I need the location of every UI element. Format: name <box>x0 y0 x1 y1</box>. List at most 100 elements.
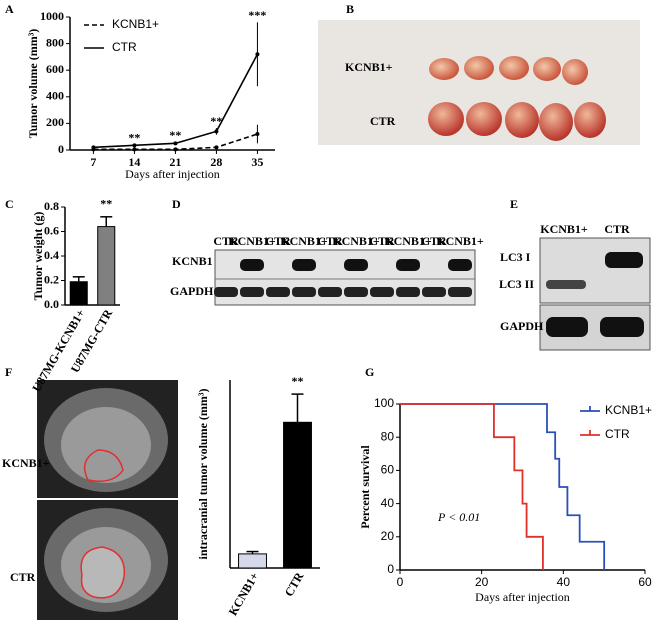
band <box>396 287 420 297</box>
significance: ** <box>128 130 140 144</box>
survival-curve <box>400 403 544 570</box>
band <box>292 259 316 271</box>
band <box>292 287 316 297</box>
x-tick-label: 60 <box>638 575 652 589</box>
significance: ** <box>100 197 112 211</box>
marker <box>132 143 137 148</box>
x-tick-label: KCNB1+ <box>226 570 262 618</box>
y-tick-label: 0 <box>387 562 394 576</box>
y-tick-label: 100 <box>374 396 394 410</box>
marker <box>214 145 219 150</box>
x-tick-label: 35 <box>251 155 263 169</box>
x-tick-label: 28 <box>210 155 222 169</box>
y-axis-label: Percent survival <box>358 445 372 529</box>
lane-label: KCNB1+ <box>280 234 328 248</box>
y-tick-label: 1000 <box>40 9 64 23</box>
survival-curve <box>400 403 606 570</box>
blot-e-top <box>539 237 651 304</box>
marker <box>173 141 178 146</box>
x-tick-label: CTR <box>282 570 307 599</box>
tumors <box>428 56 606 141</box>
y-tick-label: 80 <box>381 429 395 443</box>
panel-letter: G <box>365 365 374 379</box>
marker <box>255 52 260 57</box>
significance: *** <box>248 8 266 22</box>
panel-letter: B <box>346 2 354 16</box>
bar <box>238 553 267 569</box>
lane-label: CTR <box>265 234 291 248</box>
lane-label: KCNB1+ <box>332 234 380 248</box>
y-tick-label: 400 <box>46 89 64 103</box>
y-tick-label: 600 <box>46 62 64 76</box>
legend-label: CTR <box>112 40 137 54</box>
x-tick-label: 0 <box>397 575 404 589</box>
band <box>214 287 238 297</box>
marker <box>91 145 96 150</box>
y-axis-label: Tumor volume (mm³) <box>26 29 40 139</box>
lane-label: CTR <box>604 222 630 236</box>
lane-label: KCNB1+ <box>436 234 484 248</box>
lane-label: CTR <box>317 234 343 248</box>
row-label: KCNB1 <box>172 254 213 268</box>
significance: ** <box>210 114 222 128</box>
bar <box>283 421 312 569</box>
significance: ** <box>292 374 304 388</box>
legend-label: CTR <box>605 427 630 441</box>
annotation: P < 0.01 <box>437 510 480 524</box>
band <box>396 259 420 271</box>
row-label: LC3 II <box>499 277 534 291</box>
marker <box>173 147 178 152</box>
y-tick-label: 0.4 <box>44 248 59 262</box>
row-label: GAPDH <box>170 284 214 298</box>
lane-label: KCNB1+ <box>384 234 432 248</box>
legend-swatch <box>580 406 600 412</box>
y-tick-label: 200 <box>46 115 64 129</box>
row-label: LC3 I <box>500 250 531 264</box>
y-tick-label: 800 <box>46 35 64 49</box>
lane-label: CTR <box>421 234 447 248</box>
panel-letter: E <box>510 197 518 211</box>
band <box>448 259 472 271</box>
band <box>344 287 368 297</box>
band <box>422 287 446 297</box>
marker <box>255 132 260 137</box>
band <box>546 317 588 337</box>
band <box>240 259 264 271</box>
band <box>344 259 368 271</box>
band <box>370 287 394 297</box>
legend-label: KCNB1+ <box>605 403 652 417</box>
mri-images <box>37 380 178 620</box>
x-axis-label: Days after injection <box>475 590 570 604</box>
lane-label: KCNB1+ <box>228 234 276 248</box>
row-label: GAPDH <box>500 319 544 333</box>
panel-letter: A <box>5 2 14 16</box>
x-axis-label: Days after injection <box>125 167 220 181</box>
band <box>266 287 290 297</box>
x-tick-label: 14 <box>128 155 140 169</box>
lane-label: CTR <box>369 234 395 248</box>
y-tick-label: 0.0 <box>44 297 59 311</box>
band <box>546 280 586 289</box>
y-axis-label: intracranial tumor volume (mm³) <box>196 388 210 559</box>
photo-label: KCNB1+ <box>345 60 393 74</box>
significance: ** <box>169 128 181 142</box>
x-tick-label: 40 <box>557 575 571 589</box>
photo-label: CTR <box>370 114 396 128</box>
legend-swatch <box>580 430 600 436</box>
y-tick-label: 0.8 <box>44 199 59 213</box>
x-tick-label: 7 <box>90 155 96 169</box>
image-label: CTR <box>10 570 36 584</box>
y-axis-label: Tumor weight (g) <box>31 212 45 301</box>
image-label: KCNB1+ <box>2 456 50 470</box>
legend-label: KCNB1+ <box>112 17 159 31</box>
x-tick-label: 20 <box>475 575 489 589</box>
bar <box>97 226 116 306</box>
y-tick-label: 0.2 <box>44 272 59 286</box>
band <box>448 287 472 297</box>
band <box>318 287 342 297</box>
lane-label: CTR <box>213 234 239 248</box>
y-tick-label: 20 <box>381 529 395 543</box>
band <box>240 287 264 297</box>
marker <box>214 129 219 134</box>
